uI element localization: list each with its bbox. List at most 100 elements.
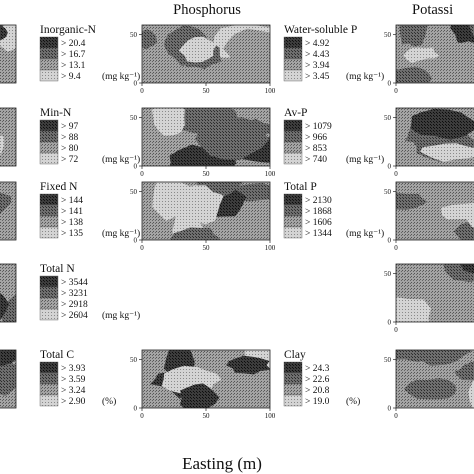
map-zone-highest [169, 144, 237, 166]
x-tick-label: 0 [394, 244, 398, 252]
map-zone-low [152, 182, 191, 221]
panel-middle-3: 0 50 100 0 50 Total P > 2130> 1868> 1606> 1344… [130, 181, 384, 252]
map-frame [0, 24, 17, 84]
legend-swatch-high [39, 47, 59, 60]
legend-swatch-high [283, 47, 303, 60]
legend-label: > 4.43 [305, 50, 330, 60]
panel-left-4: Total N > 3544> 3231> 2918> 2604 (mg kg⁻¹) [0, 263, 140, 323]
legend-label: > 3231 [61, 289, 88, 299]
panel-title: Water-soluble P [284, 24, 357, 36]
map-frame [395, 24, 474, 84]
column-header-potassium: Potassi [412, 2, 453, 18]
y-tick-label: 50 [384, 31, 392, 39]
map-zone-highest [180, 383, 220, 408]
map-zone-high [170, 227, 221, 240]
legend-swatch-medium [39, 383, 59, 396]
x-axis-title: Easting (m) [182, 454, 262, 473]
map-zone-medium [0, 272, 16, 304]
legend-swatch-medium [283, 383, 303, 396]
y-tick-label: 50 [130, 356, 138, 364]
map-zone-high [396, 66, 432, 83]
legend-label: > 2.90 [61, 397, 86, 407]
map-zone-high [195, 116, 270, 161]
panel-title: Fixed N [40, 181, 78, 193]
map-frame [395, 263, 474, 323]
x-tick-label: 100 [265, 412, 276, 420]
x-tick-label: 100 [265, 170, 276, 178]
legend-swatch-highest [283, 36, 303, 49]
legend-label: > 4.92 [305, 39, 330, 49]
legend-swatch-highest [283, 119, 303, 132]
legend-label: > 141 [61, 207, 83, 217]
legend-label: > 144 [61, 196, 83, 206]
legend-swatch-low [39, 394, 59, 407]
legend-unit: (%) [102, 396, 116, 407]
panel-right-3: 00 50 [384, 181, 474, 252]
legend-swatch-low [283, 152, 303, 165]
map-zone-high [454, 361, 474, 381]
panel-title: Av-P [284, 107, 307, 119]
legend-label: > 3.24 [61, 386, 86, 396]
legend-label: > 22.6 [305, 375, 330, 385]
map-zone-medium [223, 28, 270, 70]
legend-swatch-high [39, 130, 59, 143]
legend-unit: (mg kg⁻¹) [102, 154, 140, 165]
column-header-phosphorus: Phosphorus [173, 2, 241, 18]
legend-unit: (mg kg⁻¹) [346, 154, 384, 165]
map-zone-high [396, 192, 428, 210]
legend-swatch-medium [39, 297, 59, 310]
y-tick-label: 50 [130, 31, 138, 39]
y-tick-label: 50 [384, 356, 392, 364]
legend-unit: (mg kg⁻¹) [102, 310, 140, 321]
x-tick-label: 0 [140, 412, 144, 420]
legend-swatch-highest [39, 193, 59, 206]
map-zone-medium [142, 53, 164, 79]
legend-swatch-low [39, 226, 59, 239]
legend-label: > 853 [305, 144, 327, 154]
legend-label: > 3.45 [305, 72, 330, 82]
map-zone-low [441, 202, 474, 220]
map-frame [0, 181, 17, 241]
y-tick-label: 0 [388, 319, 392, 327]
map-frame [0, 349, 17, 409]
map-zone-high [409, 350, 471, 366]
legend-swatch-medium [39, 141, 59, 154]
map-frame [0, 107, 17, 167]
y-tick-label: 50 [130, 188, 138, 196]
panel-middle-5: 0 50 100 0 50 Clay > 24.3> 22.6> 20.8> 19.0 (%) [130, 349, 360, 420]
legend-label: > 3544 [61, 278, 88, 288]
map-zone-low [0, 25, 16, 52]
legend-swatch-highest [283, 361, 303, 374]
legend-swatch-low [39, 152, 59, 165]
y-tick-label: 0 [388, 163, 392, 171]
legend-label: > 3.59 [61, 375, 86, 385]
legend-swatch-low [39, 69, 59, 82]
x-tick-label: 0 [140, 244, 144, 252]
y-tick-label: 0 [134, 80, 138, 88]
legend-label: > 1344 [305, 229, 332, 239]
y-tick-label: 50 [384, 270, 392, 278]
x-tick-label: 100 [265, 244, 276, 252]
map-zone-low [151, 108, 185, 136]
legend-label: > 20.8 [305, 386, 330, 396]
legend-swatch-low [39, 308, 59, 321]
x-tick-label: 0 [140, 87, 144, 95]
map-zone-low [466, 208, 474, 228]
x-tick-label: 100 [265, 87, 276, 95]
map-zone-high [142, 29, 158, 50]
legend-label: > 1868 [305, 207, 332, 217]
map-zone-low [396, 297, 431, 322]
map-frame [395, 181, 474, 241]
map-zone-medium [466, 299, 474, 316]
legend-swatch-highest [39, 119, 59, 132]
panel-right-5: 00 50 [384, 349, 474, 420]
map-frame [395, 349, 474, 409]
legend-swatch-highest [39, 275, 59, 288]
x-tick-label: 0 [394, 326, 398, 334]
map-zone-high [0, 192, 11, 214]
legend-label: > 3.93 [61, 364, 86, 374]
legend-label: > 19.0 [305, 397, 330, 407]
legend-unit: (mg kg⁻¹) [102, 71, 140, 82]
map-zone-low [420, 143, 474, 162]
